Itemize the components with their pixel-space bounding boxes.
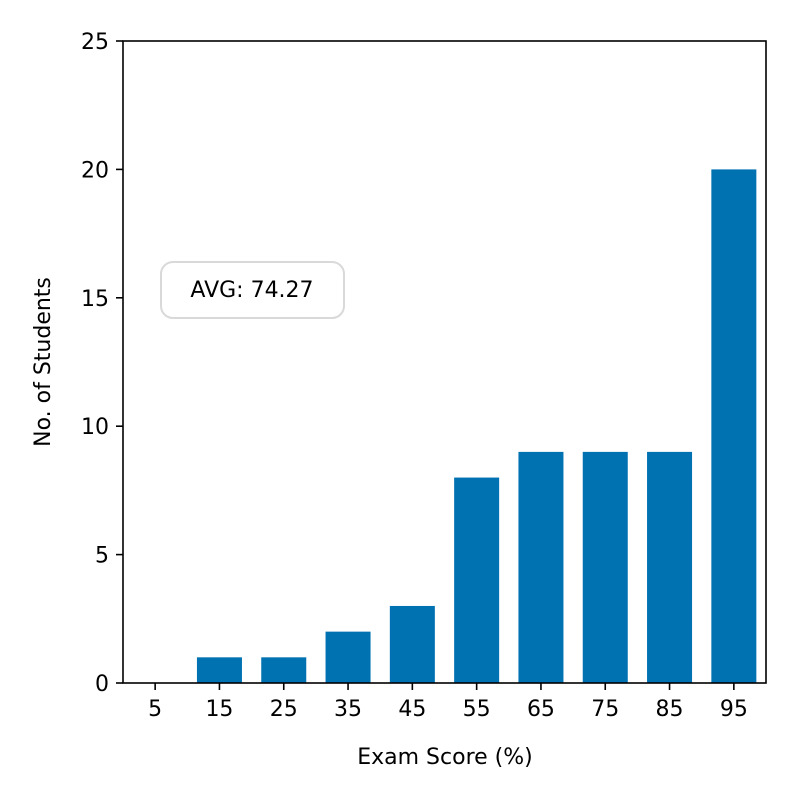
bar-25 — [261, 657, 307, 683]
x-tick-label-85: 85 — [656, 697, 684, 722]
x-axis-ticks: 5 15 25 35 45 55 65 75 85 95 — [148, 683, 748, 722]
bar-85 — [647, 451, 693, 683]
bar-55 — [454, 477, 500, 683]
x-axis-label: Exam Score (%) — [357, 745, 533, 770]
x-tick-label-55: 55 — [463, 697, 491, 722]
y-tick-label-15: 15 — [81, 287, 109, 312]
x-tick-label-95: 95 — [720, 697, 748, 722]
bar-15 — [196, 657, 242, 683]
bar-45 — [389, 605, 435, 683]
y-tick-label-5: 5 — [95, 544, 109, 569]
bar-group — [196, 169, 757, 683]
y-tick-label-10: 10 — [81, 415, 109, 440]
x-tick-label-65: 65 — [527, 697, 555, 722]
x-tick-label-35: 35 — [334, 697, 362, 722]
bar-95 — [711, 169, 757, 683]
x-tick-label-45: 45 — [398, 697, 426, 722]
x-tick-label-25: 25 — [270, 697, 298, 722]
x-tick-label-5: 5 — [148, 697, 162, 722]
y-axis-label: No. of Students — [31, 277, 56, 447]
average-annotation-text: AVG: 74.27 — [190, 278, 313, 303]
x-tick-label-15: 15 — [205, 697, 233, 722]
y-tick-label-25: 25 — [81, 30, 109, 55]
y-tick-label-20: 20 — [81, 158, 109, 183]
y-tick-label-0: 0 — [95, 672, 109, 697]
bar-65 — [518, 451, 564, 683]
bar-75 — [582, 451, 628, 683]
average-annotation: AVG: 74.27 — [160, 261, 345, 319]
plot-frame — [122, 40, 767, 684]
bar-35 — [325, 631, 371, 683]
y-axis-ticks: 0 5 10 15 20 25 — [81, 30, 123, 697]
average-annotation-box — [160, 261, 345, 319]
x-tick-label-75: 75 — [591, 697, 619, 722]
